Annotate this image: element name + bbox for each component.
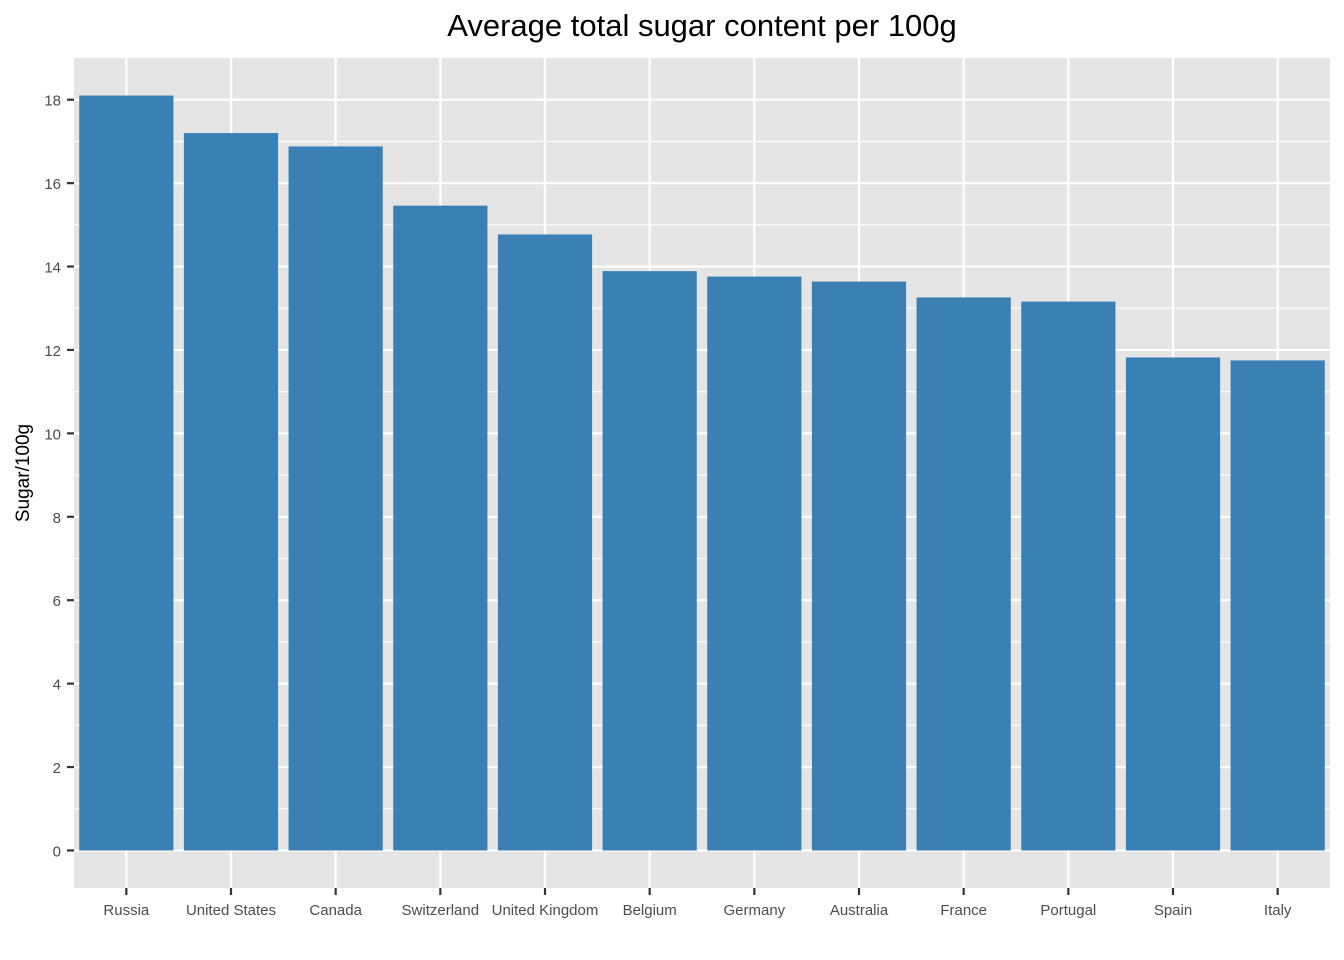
chart-title: Average total sugar content per 100g — [447, 8, 957, 43]
bar-portugal — [1021, 301, 1116, 851]
y-axis: 0 2 4 6 8 10 12 14 16 18 — [44, 93, 74, 860]
bar-canada — [288, 146, 383, 851]
y-axis-label: Sugar/100g — [13, 424, 34, 522]
x-tick-label: United States — [186, 902, 276, 919]
bar-spain — [1125, 357, 1221, 851]
x-tick-label: Australia — [830, 902, 889, 919]
y-tick-label: 2 — [53, 760, 61, 777]
x-tick-label: United Kingdom — [492, 902, 599, 919]
bar-germany — [707, 276, 802, 851]
x-tick-label: France — [940, 902, 987, 919]
bar-united-kingdom — [497, 234, 593, 851]
bar-united-states — [183, 133, 279, 851]
minor-gridlines — [74, 140, 1330, 810]
plot-panel — [74, 58, 1330, 888]
y-tick-label: 16 — [44, 176, 61, 193]
x-tick-label: Spain — [1154, 902, 1192, 919]
y-tick-label: 8 — [53, 510, 61, 527]
bar-australia — [811, 281, 907, 851]
y-tick-label: 6 — [53, 593, 61, 610]
y-tick-label: 12 — [44, 343, 61, 360]
x-tick-label: Portugal — [1040, 902, 1096, 919]
x-tick-label: Canada — [309, 902, 362, 919]
bars — [79, 95, 1325, 851]
x-tick-label: Switzerland — [402, 902, 480, 919]
y-tick-label: 18 — [44, 93, 61, 110]
x-tick-label: Germany — [723, 902, 785, 919]
x-axis: Russia United States Canada Switzerland Unit… — [103, 888, 1292, 919]
y-tick-label: 4 — [53, 677, 61, 694]
bar-belgium — [602, 271, 697, 851]
y-tick-label: 10 — [44, 426, 61, 443]
bar-switzerland — [393, 205, 488, 851]
y-tick-label: 0 — [53, 843, 61, 860]
bar-italy — [1230, 360, 1325, 851]
x-tick-label: Russia — [103, 902, 150, 919]
x-tick-label: Italy — [1264, 902, 1292, 919]
bar-russia — [79, 95, 174, 851]
x-tick-label: Belgium — [623, 902, 677, 919]
bar-france — [916, 297, 1011, 851]
y-tick-label: 14 — [44, 260, 61, 277]
